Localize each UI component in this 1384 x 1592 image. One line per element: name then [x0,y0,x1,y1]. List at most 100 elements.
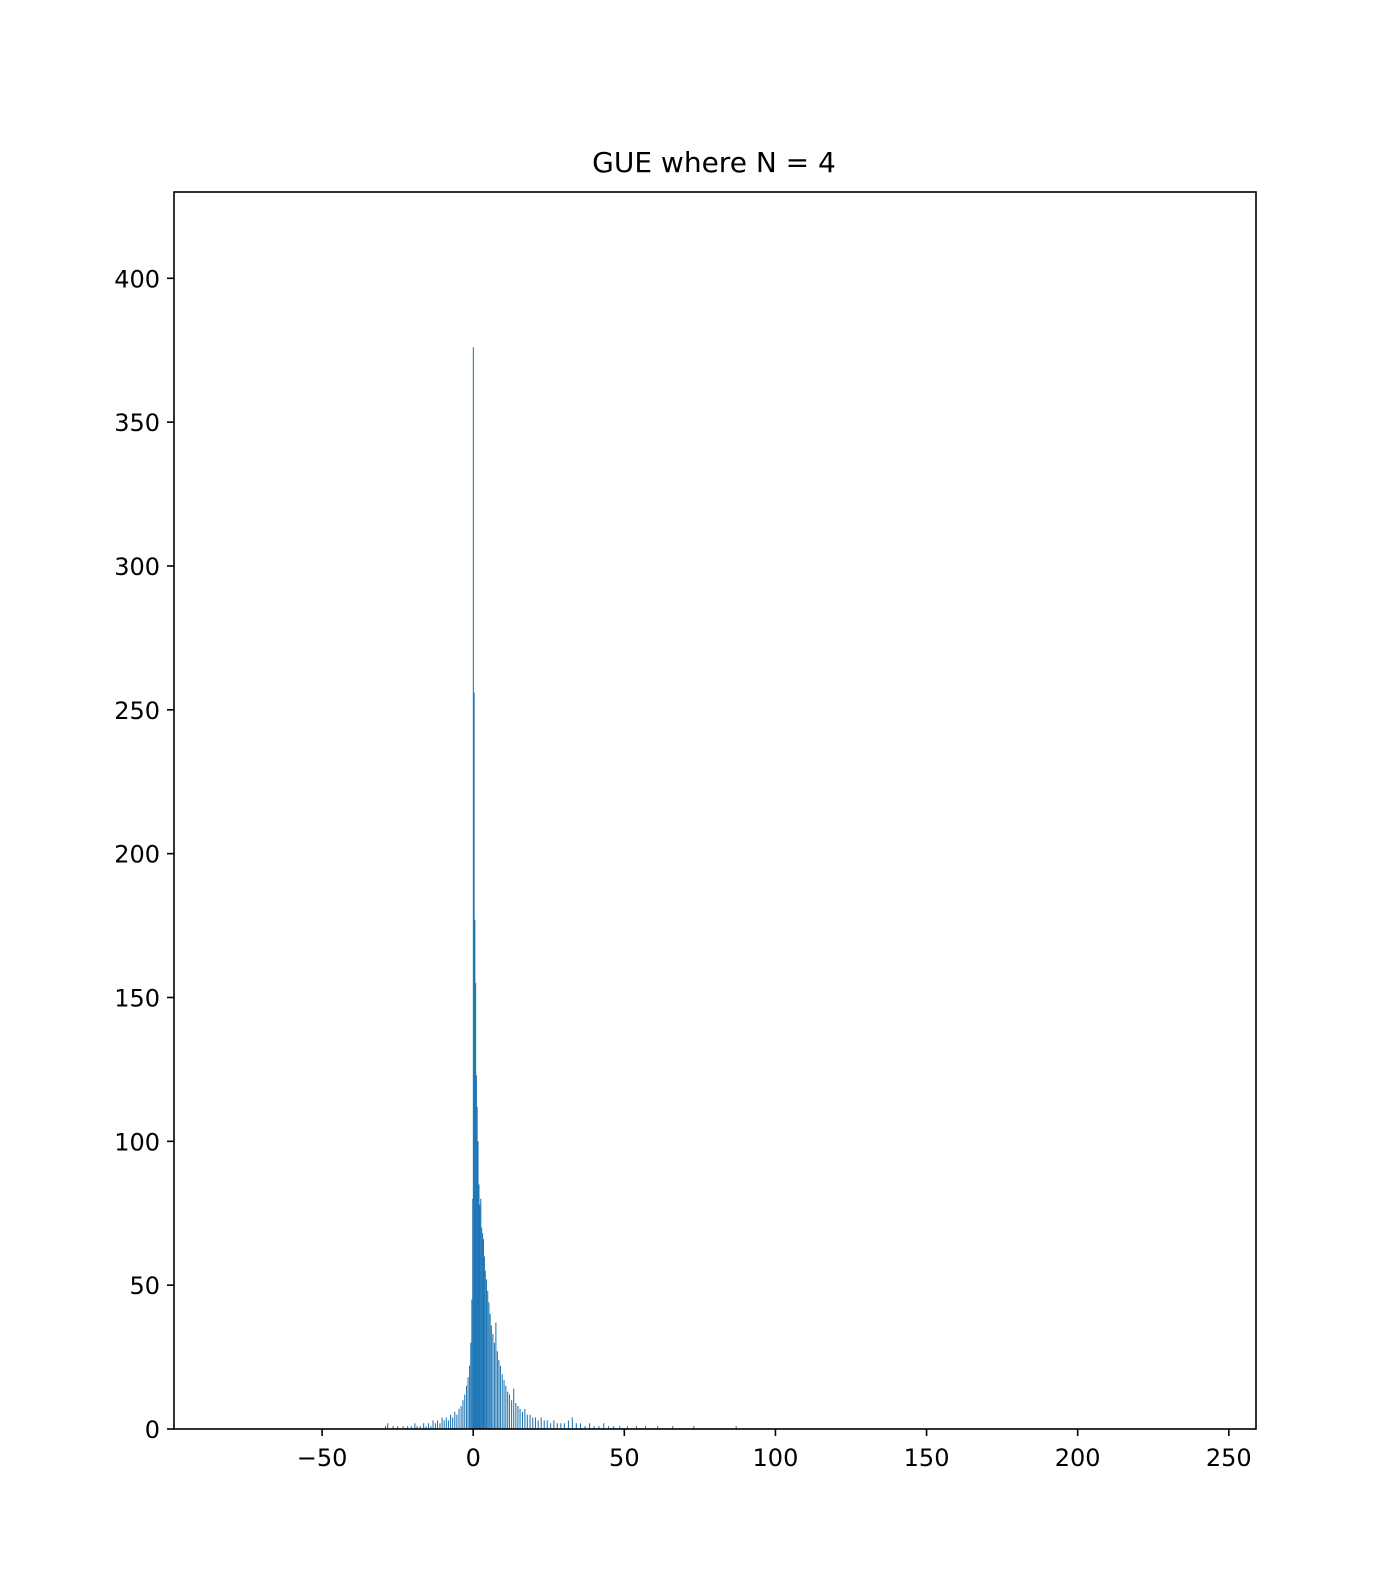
histogram-bar [598,1426,600,1429]
histogram-bar [473,692,475,1429]
histogram-bar [487,1290,489,1429]
histogram-bar [524,1408,526,1429]
histogram-bar [475,983,477,1429]
histogram-bar [482,1233,484,1429]
histogram-bar [469,1365,471,1429]
y-tick-label: 150 [114,984,160,1012]
histogram-bar [410,1426,412,1429]
histogram-bar [489,1313,491,1429]
x-tick-label: 150 [904,1444,950,1472]
histogram-bar [507,1391,509,1429]
histogram-bar [467,1377,469,1429]
histogram-bar [498,1359,500,1429]
x-axis-ticks: −50 0 50 100 150 200 250 [297,1429,1252,1472]
histogram-bar [481,1227,483,1429]
histogram-bar [501,1374,503,1429]
histogram-bar [475,1075,477,1429]
histogram-bar [441,1417,443,1429]
histogram-bar [385,1426,387,1429]
x-tick-label: 100 [753,1444,799,1472]
histogram-bar [474,919,476,1429]
histogram-bar [608,1426,610,1429]
histogram-bar [593,1426,595,1429]
histogram-bars [385,347,737,1430]
histogram-bar [488,1302,490,1429]
histogram-bar [472,347,474,1430]
histogram-bar [419,1426,421,1429]
y-tick-label: 250 [114,697,160,725]
chart-title: GUE where N = 4 [592,146,836,179]
histogram-bar [503,1380,505,1429]
histogram-bar [392,1426,394,1429]
histogram-bar [521,1411,524,1429]
histogram-bar [456,1414,458,1429]
histogram-bar [505,1385,507,1429]
histogram-bar [575,1423,577,1429]
histogram-bar [672,1426,674,1429]
histogram-bar [571,1417,573,1429]
histogram-bar [508,1394,511,1429]
histogram-bar [477,1141,479,1429]
y-tick-label: 400 [114,265,160,293]
histogram-bar [402,1426,404,1429]
histogram-bar [540,1417,542,1429]
histogram-bar [434,1423,436,1429]
histogram-bar [427,1423,430,1429]
histogram-bar [626,1426,628,1429]
histogram-bar [546,1420,548,1429]
histogram-bar [526,1414,528,1429]
histogram-bar [644,1426,647,1429]
histogram-bar [511,1400,513,1429]
histogram-bar [543,1420,545,1429]
histogram-bar [584,1426,586,1429]
histogram-bar [462,1400,464,1429]
y-tick-label: 200 [114,841,160,869]
histogram-bar [447,1420,449,1429]
x-tick-label: 50 [609,1444,640,1472]
histogram-bar [454,1411,456,1429]
histogram-bar [466,1385,468,1429]
histogram-bar [534,1417,536,1429]
histogram-bar [589,1423,591,1429]
histogram-bar [553,1420,555,1429]
histogram-bar [445,1417,447,1429]
histogram-bar [432,1420,434,1429]
histogram-bar [735,1426,737,1429]
histogram-bar [471,1299,473,1429]
plot-frame [173,191,1257,1430]
histogram-bar [537,1420,539,1429]
x-tick-label: 200 [1055,1444,1101,1472]
histogram-bar [556,1423,558,1429]
histogram-bar [414,1423,416,1429]
x-tick-label: 0 [466,1444,481,1472]
histogram-bar [458,1408,460,1429]
histogram-bar [529,1414,531,1429]
histogram-bar [485,1279,488,1429]
histogram-bar [619,1426,621,1429]
histogram-bar [603,1423,605,1429]
histogram-bar [470,1342,472,1429]
x-tick-label: −50 [297,1444,348,1472]
histogram-bar [439,1423,441,1429]
histogram-bar [550,1423,552,1429]
histogram-bar [563,1423,566,1429]
histogram-bar [513,1388,515,1429]
histogram-bar [480,1198,482,1429]
histogram-bar [423,1423,425,1429]
y-tick-label: 0 [145,1416,160,1444]
histogram-bar [499,1365,501,1429]
histogram-bar [482,1239,485,1429]
histogram-bar [579,1423,582,1429]
histogram-bar [693,1426,695,1429]
histogram-bar [490,1325,492,1429]
y-tick-label: 350 [114,409,160,437]
histogram-bar [532,1417,534,1429]
histogram-bar [450,1414,452,1429]
histogram-bar [407,1426,409,1429]
histogram-bar [416,1426,418,1429]
histogram-bar [478,1184,480,1429]
y-tick-label: 300 [114,553,160,581]
x-tick-label: 250 [1206,1444,1252,1472]
